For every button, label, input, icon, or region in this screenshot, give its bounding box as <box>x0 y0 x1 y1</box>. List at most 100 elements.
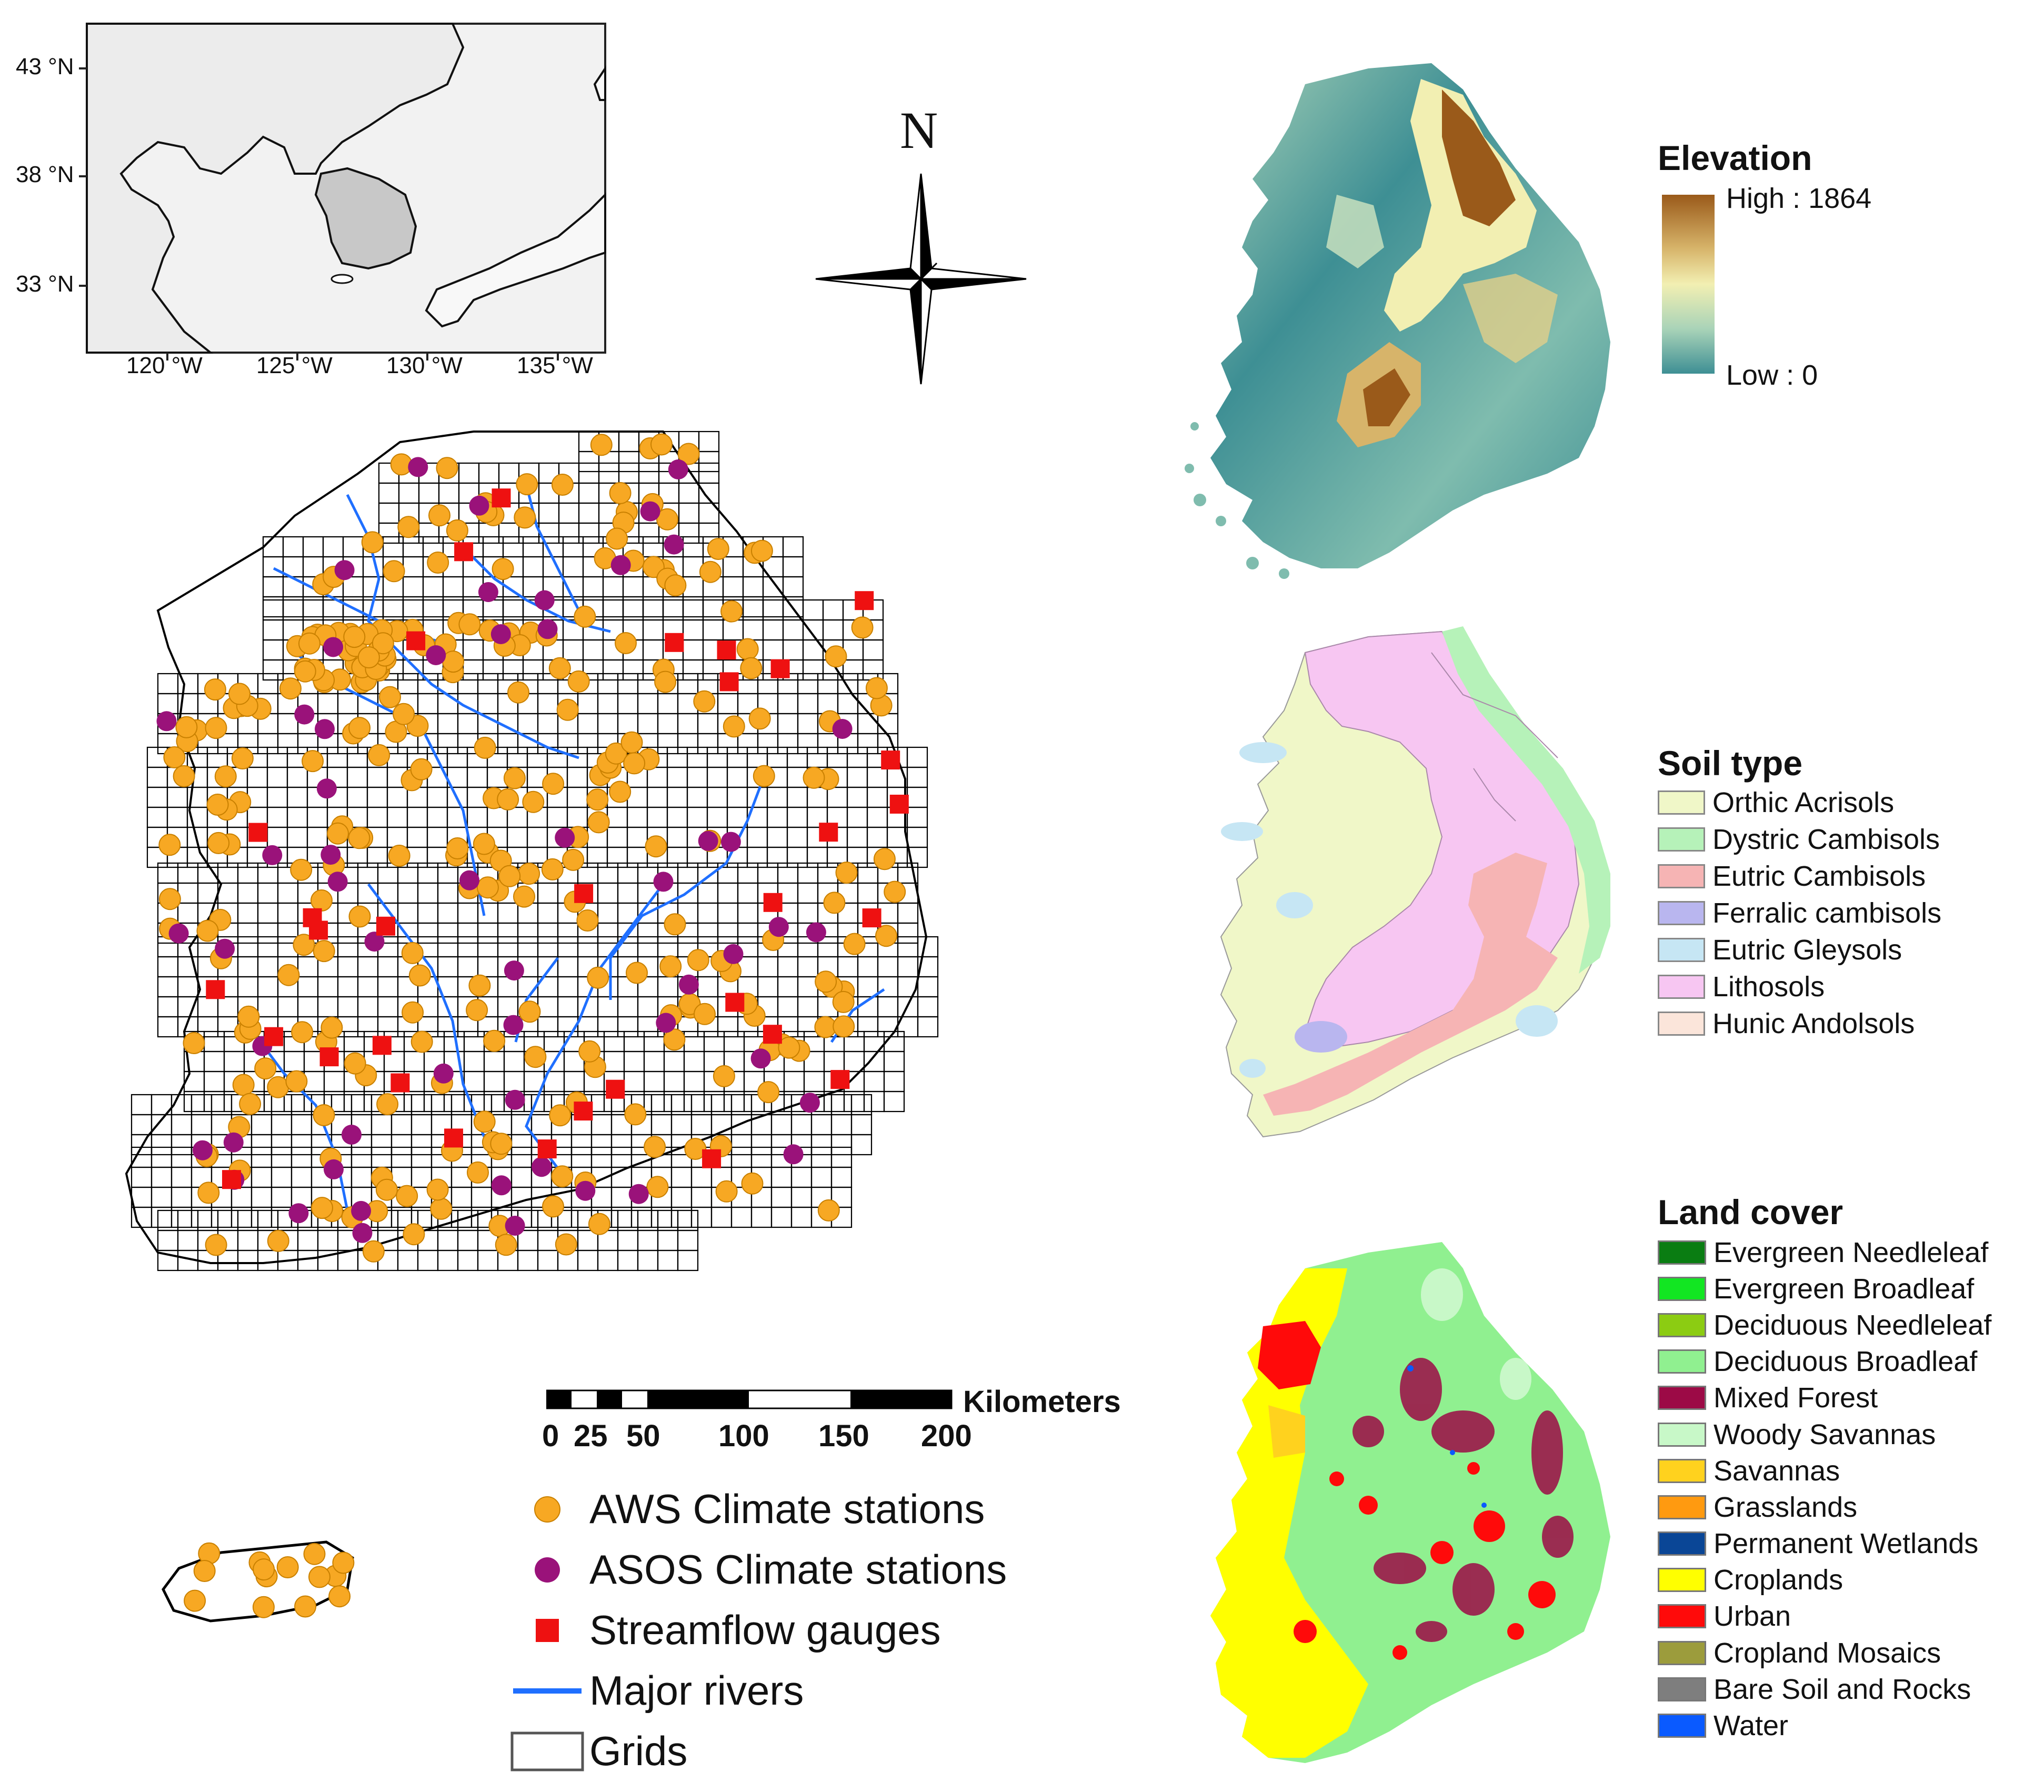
aws-station <box>372 632 394 655</box>
landcover-legend-title: Land cover <box>1658 1193 1843 1232</box>
aws-station <box>835 862 858 884</box>
scale-tick-150: 150 <box>818 1419 869 1453</box>
landcover-legend-item: Grasslands <box>1658 1489 2044 1525</box>
grid-cell <box>730 1206 753 1228</box>
aws-station <box>713 1065 735 1087</box>
aws-station <box>231 747 254 769</box>
aws-station <box>332 1551 355 1574</box>
aws-station <box>193 1560 216 1582</box>
aws-station <box>357 646 380 668</box>
asos-station <box>223 1132 244 1153</box>
streamflow-gauge <box>372 1036 392 1055</box>
aws-station <box>402 1001 424 1024</box>
lc-swatch-water <box>1658 1714 1706 1738</box>
aws-station <box>291 1021 314 1044</box>
lon-label-135: 135 °W <box>517 353 593 378</box>
grid-cell <box>790 1206 813 1228</box>
aws-station <box>815 970 837 993</box>
asos-station <box>505 1089 525 1110</box>
inset-mainland <box>86 23 465 354</box>
aws-station <box>757 1081 780 1104</box>
streamflow-gauge <box>264 1027 284 1046</box>
asos-station <box>491 1175 512 1196</box>
aws-station <box>320 1016 343 1039</box>
grid-cell <box>750 1134 773 1156</box>
streamflow-gauge <box>855 591 874 610</box>
aws-station <box>620 731 643 754</box>
grid-cell <box>770 1166 793 1188</box>
elevation-high-label: High : 1864 <box>1726 183 1872 214</box>
asos-station <box>426 645 446 665</box>
soil-swatch-dystric-cambisols <box>1658 827 1705 852</box>
aws-station <box>408 964 431 987</box>
aws-station <box>576 909 599 932</box>
landcover-legend-item: Evergreen Needleleaf <box>1658 1234 2044 1270</box>
soil-legend-item: Orthic Acrisols <box>1658 784 2026 821</box>
aws-station <box>578 1040 601 1063</box>
asos-station <box>215 938 235 959</box>
aws-station <box>518 863 540 885</box>
inset-map: 43 °N 38 °N 33 °N 120 °W 125 °W 130 °W 1… <box>0 16 621 384</box>
grid-cell <box>862 639 884 661</box>
aws-station <box>430 1197 453 1220</box>
lc-swatch-savannas <box>1658 1458 1706 1483</box>
landcover-croplands <box>1210 1268 1368 1758</box>
streamflow-gauge <box>206 980 225 999</box>
grid-cell <box>790 1114 813 1136</box>
aws-station <box>393 703 415 725</box>
asos-station <box>668 459 688 479</box>
asos-station <box>806 922 826 943</box>
grid-cell <box>810 1146 833 1168</box>
aws-station <box>476 876 499 899</box>
landcover-legend-item: Permanent Wetlands <box>1658 1526 2044 1562</box>
aws-station <box>551 474 574 496</box>
lat-label-38: 38 °N <box>16 162 74 187</box>
soil-swatch-eutric-cambisols <box>1658 864 1705 888</box>
aws-station <box>588 1213 610 1235</box>
aws-station <box>276 1556 299 1578</box>
aws-station <box>466 999 488 1022</box>
scale-tick-0: 0 <box>542 1419 559 1453</box>
asos-marker-icon <box>535 1557 560 1583</box>
scale-bar: Kilometers 0 25 50 100 150 200 <box>542 1384 1153 1458</box>
grid-cell <box>677 1249 699 1272</box>
aws-station <box>723 715 745 738</box>
aws-station <box>656 508 678 530</box>
gauge-marker-icon <box>536 1618 559 1642</box>
asos-station <box>768 917 789 937</box>
aws-station <box>237 1005 260 1028</box>
aws-station <box>606 527 628 550</box>
legend-grid: Grids <box>510 1721 1089 1781</box>
aws-station <box>313 1104 335 1126</box>
streamflow-gauge <box>574 1102 593 1121</box>
streamflow-gauge <box>763 1025 782 1044</box>
landcover-urban-seoul <box>1258 1321 1321 1389</box>
river-line <box>346 494 579 759</box>
landcover-legend-item: Deciduous Broadleaf <box>1658 1344 2044 1380</box>
legend-asos: ASOS Climate stations <box>510 1539 1089 1600</box>
aws-station <box>823 892 846 914</box>
lat-label-43: 43 °N <box>16 54 74 79</box>
grid-cell <box>146 786 168 808</box>
soil-legend-item: Hunic Andolsols <box>1658 1005 2026 1042</box>
aws-station <box>514 506 536 529</box>
grid-cell-icon <box>510 1731 584 1771</box>
grid-cell <box>537 1229 559 1252</box>
aws-station <box>736 638 759 660</box>
grid-cell <box>782 536 804 558</box>
grid-cell <box>883 1070 905 1093</box>
soil-legend-item: Dystric Cambisols <box>1658 821 2026 858</box>
asos-station <box>720 832 741 852</box>
aws-station <box>644 1136 666 1158</box>
legend-gauge: Streamflow gauges <box>510 1600 1089 1660</box>
grid-cell <box>850 1114 873 1136</box>
asos-station <box>723 944 744 964</box>
asos-station <box>288 1203 309 1224</box>
river-line <box>525 883 664 1169</box>
aws-station <box>587 811 610 834</box>
scale-tick-100: 100 <box>718 1419 769 1453</box>
asos-station <box>640 501 660 522</box>
aws-station <box>524 1046 547 1068</box>
asos-station <box>342 1125 362 1145</box>
aws-station <box>204 678 226 701</box>
